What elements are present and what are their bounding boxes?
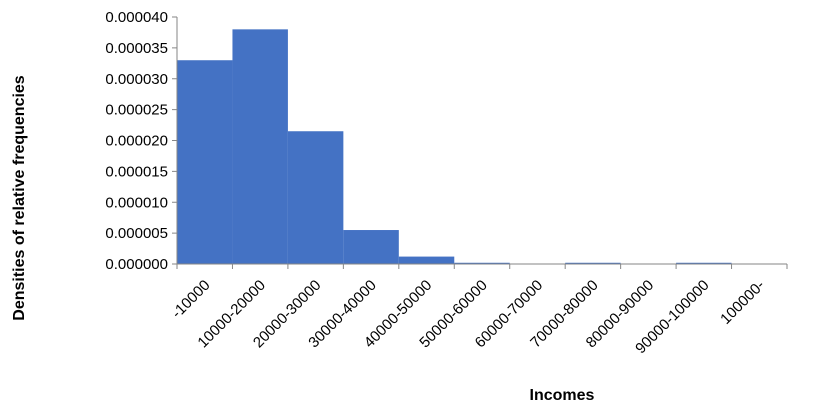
x-tick-label: 100000- — [717, 277, 768, 328]
y-tick-label: 0.000000 — [105, 256, 168, 273]
y-tick-label: 0.000030 — [105, 71, 168, 88]
y-tick-label: 0.000035 — [105, 40, 168, 57]
x-axis-title: Incomes — [530, 387, 595, 404]
y-tick-label: 0.000020 — [105, 133, 168, 150]
bar-3 — [343, 230, 399, 264]
bar-7 — [565, 262, 621, 264]
y-tick-label: 0.000010 — [105, 194, 168, 211]
bar-2 — [287, 131, 344, 264]
y-axis-title: Densities of relative frequencies — [11, 75, 28, 321]
bar-0 — [177, 60, 233, 264]
bar-1 — [232, 29, 288, 264]
y-tick-label: 0.000040 — [105, 9, 168, 26]
bar-5 — [454, 262, 510, 264]
bar-4 — [398, 256, 455, 264]
y-tick-label: 0.000005 — [105, 225, 168, 242]
bars-group — [177, 29, 732, 264]
y-tick-label: 0.000025 — [105, 102, 168, 119]
bar-9 — [676, 262, 732, 264]
y-axis-ticks: 0.000000 0.000005 0.000010 0.000015 0.000020… — [105, 9, 177, 273]
x-axis-ticks: -1000010000-2000020000-3000030000-400004… — [168, 264, 788, 357]
y-tick-label: 0.000015 — [105, 163, 168, 180]
x-tick-label: -10000 — [168, 277, 213, 322]
